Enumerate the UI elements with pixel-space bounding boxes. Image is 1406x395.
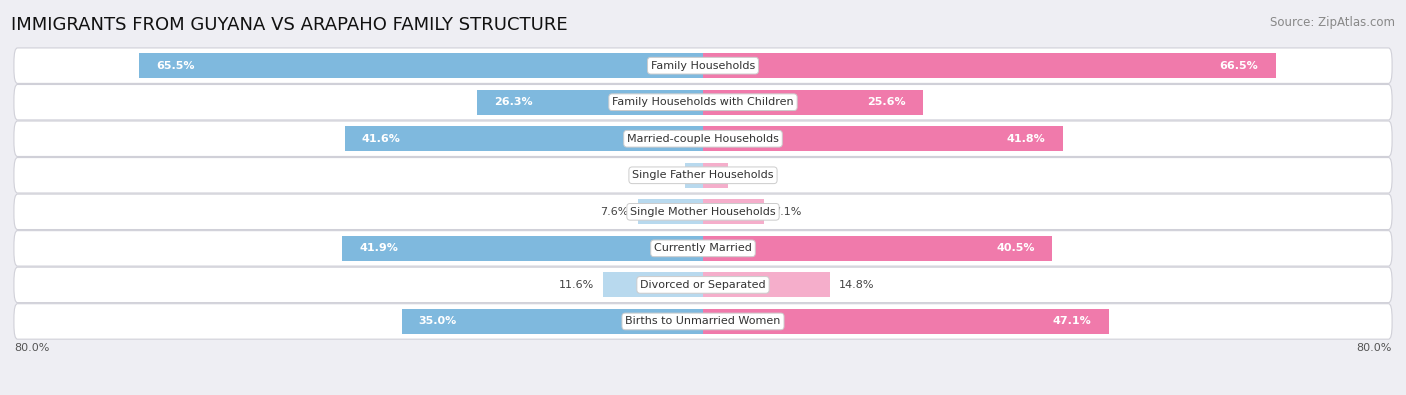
Text: Source: ZipAtlas.com: Source: ZipAtlas.com (1270, 16, 1395, 29)
Bar (342, 236, 703, 261)
Text: 2.1%: 2.1% (648, 170, 676, 180)
Bar (703, 273, 831, 297)
Text: 47.1%: 47.1% (1053, 316, 1091, 326)
Bar (703, 90, 924, 115)
Text: 35.0%: 35.0% (419, 316, 457, 326)
Text: Family Households: Family Households (651, 61, 755, 71)
Text: Currently Married: Currently Married (654, 243, 752, 253)
Bar (344, 126, 703, 151)
Bar (703, 236, 1052, 261)
Bar (477, 90, 703, 115)
Text: 41.8%: 41.8% (1007, 134, 1046, 144)
Text: 66.5%: 66.5% (1220, 61, 1258, 71)
Text: 80.0%: 80.0% (14, 342, 49, 353)
Text: 11.6%: 11.6% (560, 280, 595, 290)
FancyBboxPatch shape (14, 48, 1392, 83)
Text: 41.6%: 41.6% (361, 134, 401, 144)
FancyBboxPatch shape (14, 267, 1392, 303)
FancyBboxPatch shape (14, 231, 1392, 266)
Bar (703, 53, 1275, 78)
Text: Married-couple Households: Married-couple Households (627, 134, 779, 144)
Text: 14.8%: 14.8% (839, 280, 875, 290)
Bar (703, 309, 1108, 334)
Bar (402, 309, 703, 334)
Text: 7.6%: 7.6% (600, 207, 628, 217)
Text: IMMIGRANTS FROM GUYANA VS ARAPAHO FAMILY STRUCTURE: IMMIGRANTS FROM GUYANA VS ARAPAHO FAMILY… (11, 16, 568, 34)
Text: Births to Unmarried Women: Births to Unmarried Women (626, 316, 780, 326)
Text: 40.5%: 40.5% (995, 243, 1035, 253)
Bar (703, 199, 763, 224)
FancyBboxPatch shape (14, 304, 1392, 339)
FancyBboxPatch shape (14, 121, 1392, 156)
FancyBboxPatch shape (14, 85, 1392, 120)
Bar (703, 126, 1063, 151)
Bar (603, 273, 703, 297)
Text: 7.1%: 7.1% (773, 207, 801, 217)
Text: Single Mother Households: Single Mother Households (630, 207, 776, 217)
Text: 65.5%: 65.5% (156, 61, 194, 71)
FancyBboxPatch shape (14, 158, 1392, 193)
Text: 25.6%: 25.6% (868, 97, 907, 107)
Bar (139, 53, 703, 78)
Bar (703, 163, 728, 188)
Text: Single Father Households: Single Father Households (633, 170, 773, 180)
Text: Divorced or Separated: Divorced or Separated (640, 280, 766, 290)
Text: 26.3%: 26.3% (494, 97, 533, 107)
Text: Family Households with Children: Family Households with Children (612, 97, 794, 107)
Bar (637, 199, 703, 224)
FancyBboxPatch shape (14, 194, 1392, 229)
Text: 80.0%: 80.0% (1357, 342, 1392, 353)
Text: 41.9%: 41.9% (360, 243, 398, 253)
Bar (685, 163, 703, 188)
Text: 2.9%: 2.9% (737, 170, 765, 180)
